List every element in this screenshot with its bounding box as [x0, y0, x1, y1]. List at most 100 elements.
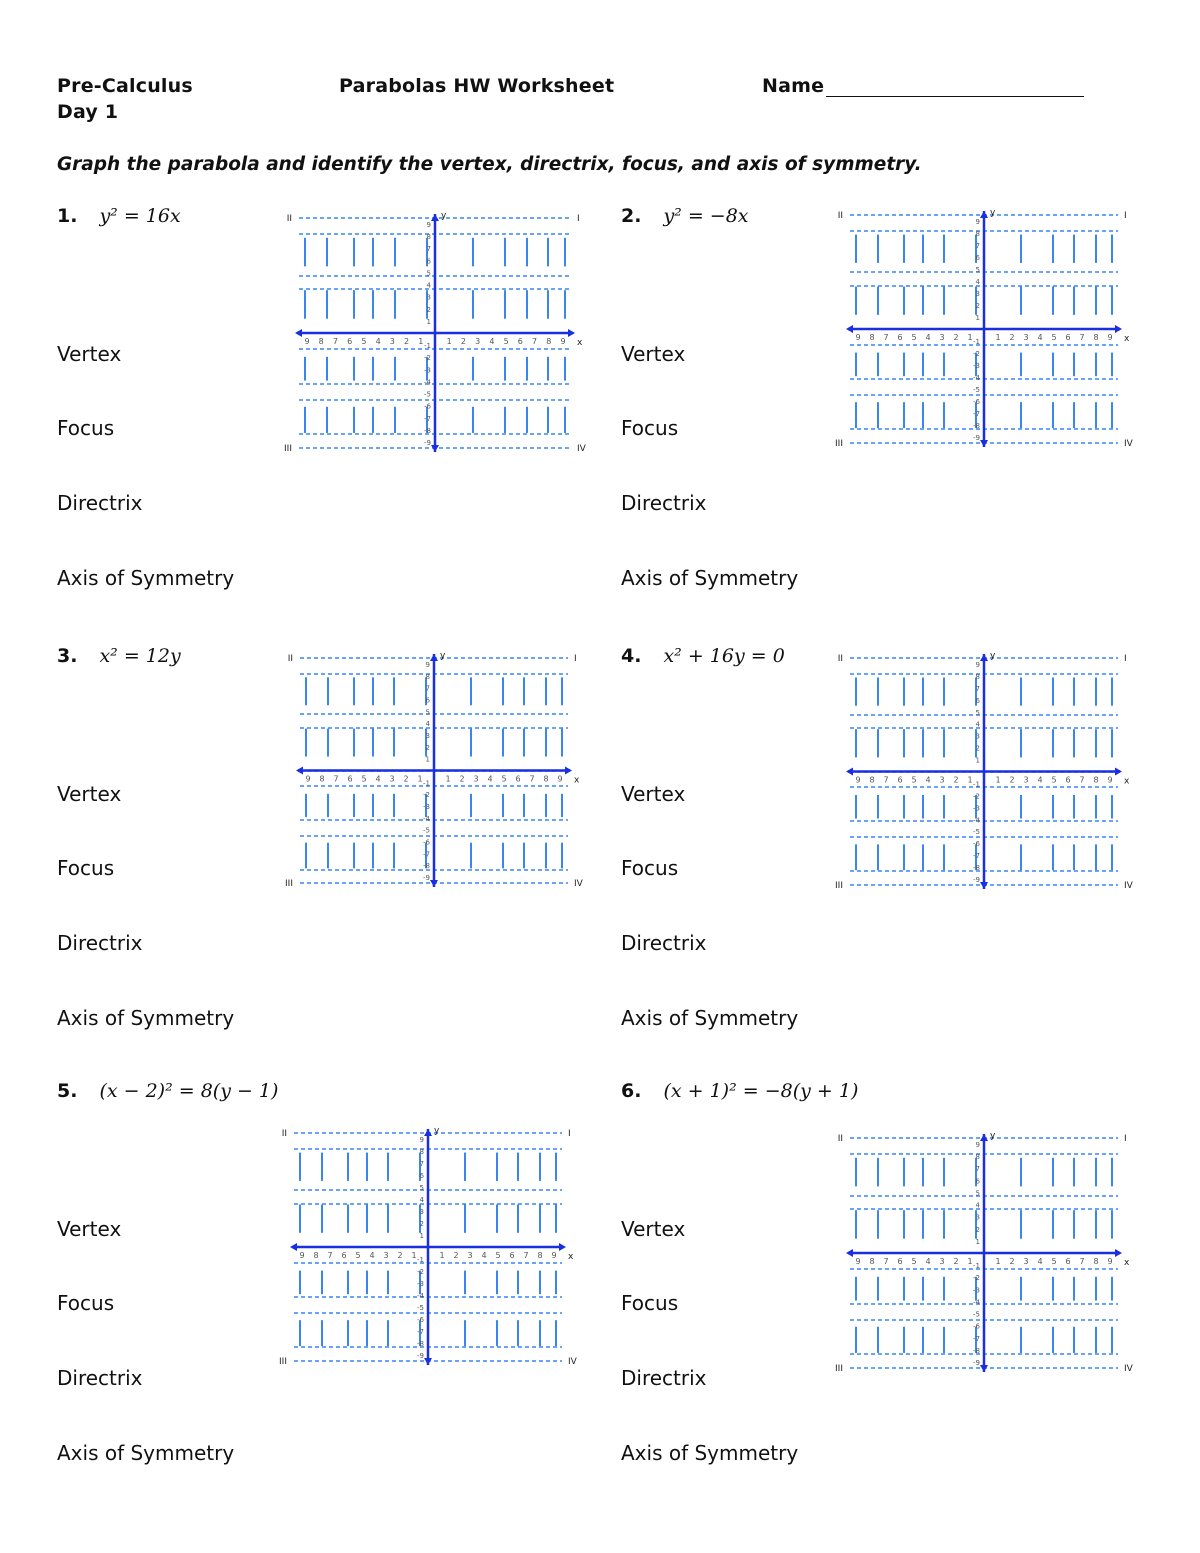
- x-tick-label: 9: [304, 337, 309, 346]
- x-tick-label: 5: [911, 1257, 916, 1266]
- y-tick-label: -1: [973, 780, 980, 788]
- name-blank-line[interactable]: [826, 78, 1085, 97]
- focus-label: Focus: [57, 416, 115, 440]
- coordinate-grid[interactable]: 111-1222-2333-3444-4555-5666-6777-7888-8…: [835, 1131, 1134, 1374]
- x-axis-arrow-left: [295, 329, 302, 337]
- x-tick-label: 1: [967, 1257, 972, 1266]
- x-axis-arrow-right: [565, 766, 572, 775]
- x-tick-label: 2: [1009, 776, 1014, 785]
- quadrant-iii-label: III: [279, 1357, 287, 1367]
- y-tick-label: -9: [423, 874, 430, 882]
- y-tick-label: -3: [973, 362, 980, 370]
- x-tick-label: 5: [1051, 1257, 1056, 1266]
- y-tick-label: 7: [976, 1165, 980, 1173]
- y-tick-label: 7: [976, 242, 980, 250]
- y-tick-label: 6: [427, 257, 432, 265]
- problem-number: 3.: [57, 645, 78, 667]
- x-tick-label: 3: [1023, 776, 1028, 785]
- quadrant-ii-label: II: [288, 654, 293, 664]
- y-tick-label: -4: [424, 378, 432, 386]
- x-tick-label: 9: [1107, 333, 1112, 342]
- y-tick-label: 1: [427, 318, 431, 326]
- y-tick-label: 8: [976, 230, 980, 238]
- quadrant-ii-label: II: [838, 211, 843, 221]
- quadrant-i-label: I: [574, 654, 577, 664]
- y-tick-label: -3: [423, 803, 430, 811]
- vertex-label: Vertex: [57, 1217, 122, 1241]
- name-field[interactable]: Name: [762, 75, 1085, 97]
- focus-label: Focus: [621, 416, 679, 440]
- y-tick-label: -7: [973, 410, 980, 418]
- directrix-label: Directrix: [621, 931, 707, 955]
- y-tick-label: -1: [417, 1256, 424, 1264]
- x-tick-label: 6: [1065, 333, 1070, 342]
- x-axis-arrow-left: [846, 1249, 853, 1257]
- axis-of-symmetry-label: Axis of Symmetry: [57, 566, 235, 590]
- y-tick-label: 5: [976, 709, 980, 717]
- quadrant-i-label: I: [577, 214, 580, 224]
- y-axis-arrow-up: [980, 1134, 988, 1141]
- y-axis-label: y: [990, 1131, 996, 1141]
- y-tick-label: 3: [976, 733, 980, 741]
- x-tick-label: 9: [1107, 1257, 1112, 1266]
- y-axis-label: y: [440, 651, 446, 661]
- y-tick-label: 3: [426, 732, 430, 740]
- y-tick-label: -4: [417, 1292, 425, 1300]
- y-tick-label: -1: [424, 342, 431, 350]
- problem-equation: y² = 16x: [99, 205, 181, 227]
- x-tick-label: 4: [925, 333, 930, 342]
- quadrant-ii-label: II: [838, 654, 843, 664]
- name-label: Name: [762, 75, 825, 97]
- y-tick-label: 5: [426, 708, 430, 716]
- x-axis-label: x: [568, 1252, 574, 1262]
- x-tick-label: 8: [869, 1257, 874, 1266]
- y-axis-arrow-up: [424, 1129, 432, 1136]
- y-tick-label: -3: [417, 1280, 424, 1288]
- x-tick-label: 4: [369, 1251, 374, 1260]
- x-tick-label: 9: [1107, 776, 1112, 785]
- y-axis-arrow-up: [430, 654, 438, 661]
- y-tick-label: 5: [420, 1184, 424, 1192]
- problem-equation: x² + 16y = 0: [663, 645, 785, 667]
- y-axis-label: y: [990, 651, 996, 661]
- y-axis-arrow-down: [424, 1358, 432, 1365]
- y-tick-label: 1: [976, 1238, 980, 1246]
- y-tick-label: -8: [423, 862, 430, 870]
- y-tick-label: 2: [427, 306, 431, 314]
- x-tick-label: 3: [389, 775, 394, 784]
- y-tick-label: -4: [973, 1298, 981, 1306]
- x-tick-label: 8: [319, 337, 324, 346]
- x-tick-label: 1: [418, 337, 423, 346]
- y-tick-label: -8: [424, 427, 431, 435]
- y-tick-label: -5: [424, 391, 431, 399]
- x-tick-label: 4: [487, 775, 492, 784]
- y-tick-label: -2: [973, 792, 980, 800]
- y-tick-label: 4: [976, 721, 981, 729]
- y-tick-label: 3: [976, 290, 980, 298]
- x-tick-label: 2: [1009, 1257, 1014, 1266]
- y-tick-label: -8: [973, 422, 980, 430]
- y-tick-label: -4: [973, 816, 981, 824]
- vertex-label: Vertex: [621, 782, 686, 806]
- y-tick-label: -5: [973, 828, 980, 836]
- x-tick-label: 4: [376, 337, 381, 346]
- quadrant-ii-label: II: [287, 214, 292, 224]
- x-tick-label: 1: [995, 333, 1000, 342]
- x-tick-label: 5: [504, 337, 509, 346]
- y-tick-label: 7: [420, 1160, 424, 1168]
- x-axis-arrow-right: [559, 1243, 566, 1251]
- x-tick-label: 8: [537, 1251, 542, 1260]
- x-tick-label: 7: [333, 775, 338, 784]
- y-tick-label: -1: [973, 1262, 980, 1270]
- x-tick-label: 9: [855, 333, 860, 342]
- problem-equation: x² = 12y: [99, 645, 181, 667]
- worksheet-title: Parabolas HW Worksheet: [339, 75, 615, 97]
- coordinate-grid[interactable]: 111-1222-2333-3444-4555-5666-6777-7888-8…: [284, 211, 587, 454]
- x-tick-label: 8: [1093, 1257, 1098, 1266]
- x-tick-label: 7: [529, 775, 534, 784]
- x-axis-arrow-right: [1115, 767, 1122, 776]
